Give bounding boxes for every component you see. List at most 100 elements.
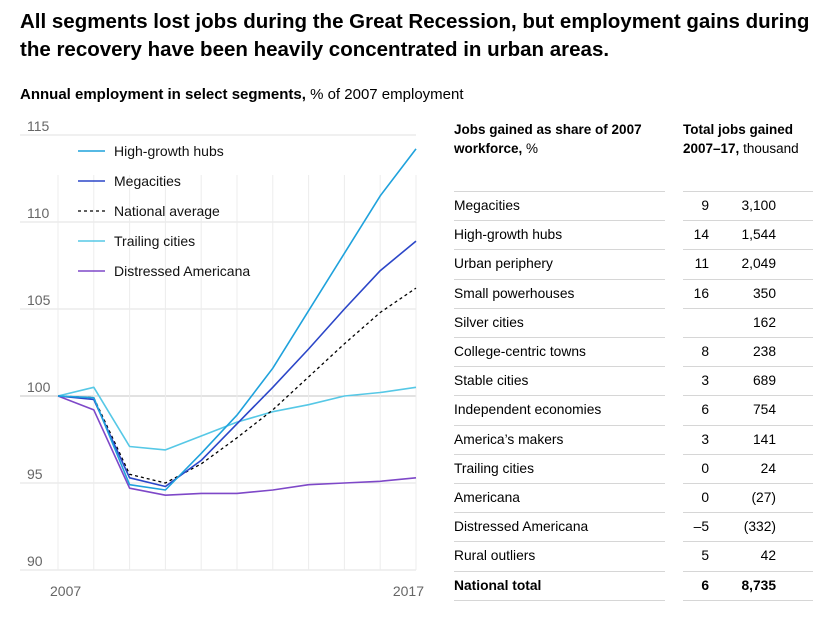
table-rule (454, 570, 665, 572)
share-value: 3 (701, 431, 709, 447)
share-value: 0 (701, 460, 709, 476)
chart-series-lines (57, 148, 417, 497)
segment-name: Trailing cities (454, 460, 534, 476)
share-value: 6 (701, 577, 709, 593)
table-rule (683, 453, 813, 455)
table-rule (454, 249, 665, 251)
segment-name: Stable cities (454, 373, 529, 389)
table-rule (683, 512, 813, 514)
table-row: High-growth hubs 14 1,544 (454, 220, 776, 249)
table-rule (683, 249, 813, 251)
table-rule (454, 424, 665, 426)
legend-label: High-growth hubs (114, 143, 224, 159)
share-value: 8 (701, 344, 709, 359)
total-value: 1,544 (741, 227, 776, 243)
table-row: America’s makers 3 141 (454, 425, 776, 454)
total-value: 42 (760, 548, 776, 564)
y-tick-label: 115 (27, 118, 50, 134)
share-value: 9 (701, 198, 709, 213)
share-column-header: Jobs gained as share of 2007 workforce, … (454, 120, 654, 158)
table-row: Independent economies 6 754 (454, 395, 776, 424)
total-value: 350 (752, 285, 776, 301)
table-rule (683, 307, 813, 309)
legend-label: Distressed Americana (114, 263, 250, 279)
segment-name: Independent economies (454, 402, 602, 418)
table-rule (454, 483, 665, 484)
table-rule (683, 483, 813, 484)
series-line (57, 395, 417, 497)
table-total-row: National total 6 8,735 (454, 571, 776, 600)
share-header-unit: % (522, 141, 539, 156)
y-tick-label: 105 (27, 292, 51, 308)
segment-name: Rural outliers (454, 548, 536, 564)
segment-name: America’s makers (454, 431, 564, 447)
table-rule (454, 366, 665, 368)
share-value: 5 (701, 548, 709, 564)
table-rule (683, 570, 813, 572)
table-row: Stable cities 3 689 (454, 366, 776, 395)
series-line (57, 148, 417, 491)
total-header-bold: Total jobs gained 2007–17, (683, 122, 794, 156)
share-value: 14 (693, 227, 709, 243)
table-rule (683, 278, 813, 280)
table-row: Small powerhouses 16 350 (454, 279, 776, 308)
segment-name: Silver cities (454, 314, 524, 330)
total-value: 689 (752, 373, 776, 389)
segment-name: Distressed Americana (454, 519, 589, 535)
table-rule (454, 191, 665, 192)
x-axis-tick-labels: 2007 2017 (50, 583, 424, 599)
table-row: Trailing cities 0 24 (454, 454, 776, 483)
subtitle-unit: % of 2007 employment (305, 86, 464, 103)
total-header-unit: thousand (739, 141, 799, 156)
series-line (57, 287, 417, 484)
table-rule (683, 424, 813, 426)
share-value: 3 (701, 373, 709, 389)
share-value: 11 (694, 256, 709, 272)
table-rule (683, 541, 813, 543)
table-rule (683, 366, 813, 368)
total-column-header: Total jobs gained 2007–17, thousand (683, 120, 829, 158)
table-row: Rural outliers 5 42 (454, 541, 776, 570)
table-rule (454, 337, 665, 338)
total-value: 2,049 (741, 256, 776, 272)
total-value: 162 (752, 314, 776, 330)
segment-name: Small powerhouses (454, 285, 575, 301)
table-row: Urban periphery 11 2,049 (454, 249, 776, 278)
chart-grid (20, 134, 417, 571)
legend-label: Trailing cities (114, 233, 195, 249)
table-rule (683, 337, 813, 338)
table-rule (683, 191, 813, 192)
total-value: (27) (751, 490, 776, 505)
table-rule (454, 220, 665, 222)
series-line (57, 386, 417, 451)
table-rule (454, 512, 665, 514)
headline: All segments lost jobs during the Great … (20, 10, 810, 61)
y-tick-label: 95 (27, 466, 43, 482)
share-header-bold: Jobs gained as share of 2007 workforce, (454, 122, 642, 156)
chart-subtitle: Annual employment in select segments, % … (20, 86, 464, 103)
table-row: College-centric towns 8 238 (454, 337, 776, 366)
table-rule (454, 453, 665, 455)
total-value: 3,100 (741, 198, 776, 213)
segment-name: Megacities (454, 198, 520, 213)
share-value: 0 (701, 490, 709, 505)
table-row: Megacities 9 3,100 (454, 191, 776, 220)
table-rule (683, 599, 813, 601)
table-rule (454, 395, 665, 397)
table-rule (454, 599, 665, 601)
segment-name: Urban periphery (454, 256, 553, 272)
table-row: Americana 0 (27) (454, 483, 776, 512)
table-row: Distressed Americana –5 (332) (454, 512, 776, 541)
total-value: 8,735 (741, 577, 776, 593)
y-tick-label: 100 (27, 379, 51, 395)
segment-name: High-growth hubs (454, 227, 563, 243)
segment-name: National total (454, 577, 542, 593)
total-value: (332) (743, 519, 776, 535)
share-value: –5 (693, 519, 709, 535)
share-value: 16 (693, 285, 709, 301)
table-rule (683, 220, 813, 222)
table-rule (454, 541, 665, 543)
total-value: 754 (752, 402, 776, 418)
table-row: Silver cities 162 (454, 308, 776, 337)
